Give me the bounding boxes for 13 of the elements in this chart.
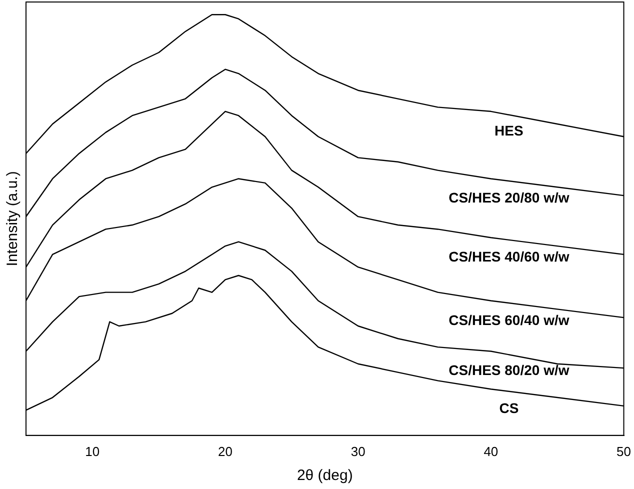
x-tick-label: 10 — [85, 444, 100, 459]
series-label: CS — [499, 400, 519, 416]
series-label: CS/HES 20/80 w/w — [448, 190, 570, 206]
y-axis-title: Intensity (a.u.) — [4, 171, 22, 266]
series-label: HES — [494, 122, 524, 138]
x-tick-label: 50 — [616, 444, 632, 459]
series-label: CS/HES 40/60 w/w — [448, 248, 570, 265]
x-tick-label: 20 — [218, 444, 232, 459]
series-label: CS/HES 60/40 w/w — [448, 312, 570, 328]
x-tick-label: 40 — [484, 444, 498, 459]
x-axis-title: 2θ (deg) — [296, 467, 353, 484]
x-tick-label: 30 — [350, 444, 366, 459]
series-label: CS/HES 80/20 w/w — [448, 362, 570, 378]
